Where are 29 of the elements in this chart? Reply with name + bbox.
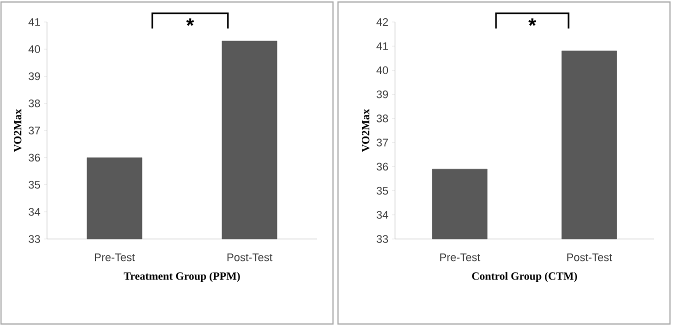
y-tick-label: 34: [376, 210, 388, 219]
y-tick-label: 35: [376, 186, 388, 195]
y-tick-label: 33: [28, 235, 40, 243]
y-tick-label: 37: [28, 126, 40, 134]
y-axis-title: VO2Max: [362, 108, 370, 152]
y-tick-label: 37: [376, 138, 388, 146]
y-tick-label: 39: [28, 72, 40, 80]
y-tick-label: 41: [28, 18, 40, 26]
y-tick-label: 38: [28, 99, 40, 108]
y-tick-label: 34: [28, 208, 40, 216]
y-tick-label: 41: [376, 42, 388, 50]
x-axis-title: Treatment Group (PPM): [124, 272, 240, 282]
x-tick-label: Pre-Test: [94, 254, 135, 262]
y-tick-label: 39: [376, 90, 388, 98]
y-tick-label: 36: [28, 154, 40, 162]
y-tick-label: 40: [376, 66, 388, 74]
y-tick-label: 36: [376, 162, 388, 171]
y-tick-label: 40: [28, 45, 40, 54]
y-tick-label: 35: [28, 180, 40, 189]
x-tick-label: Post-Test: [567, 254, 612, 262]
x-axis-title: Control Group (CTM): [472, 272, 577, 282]
x-tick-label: Pre-Test: [440, 254, 480, 262]
annotation: *: [186, 18, 194, 26]
y-tick-label: 42: [376, 18, 388, 26]
annotation: *: [528, 18, 536, 26]
y-axis-title: VO2Max: [14, 108, 22, 152]
y-tick-label: 33: [376, 235, 388, 243]
y-tick-label: 38: [376, 114, 388, 122]
x-tick-label: Post-Test: [227, 254, 272, 262]
